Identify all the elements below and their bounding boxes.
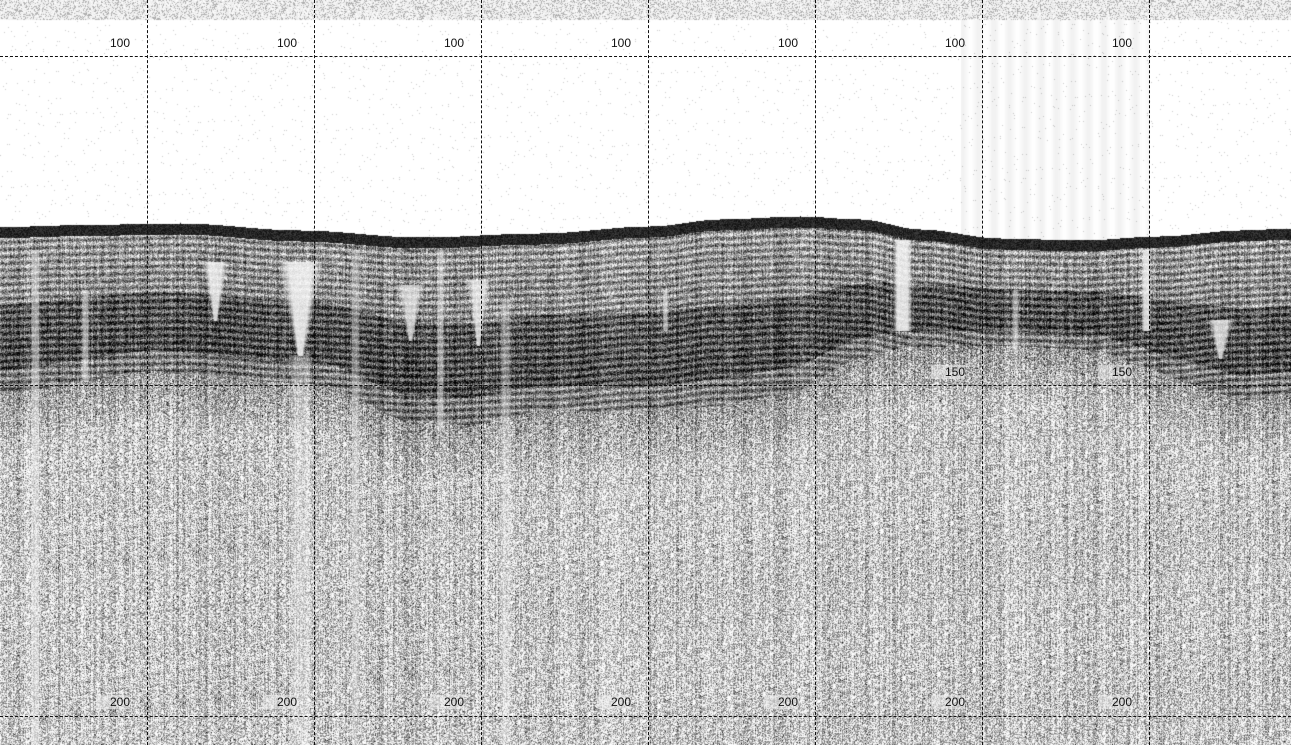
depth-line-150 <box>0 385 1291 386</box>
depth-label-100: 100 <box>443 36 464 50</box>
depth-label-200: 200 <box>263 695 297 709</box>
depth-label-200: 200 <box>1098 695 1132 709</box>
depth-label-100: 100 <box>610 36 631 50</box>
depth-line-100 <box>0 56 1291 57</box>
depth-label-150: 150 <box>1098 365 1132 379</box>
depth-label-100: 100 <box>1111 36 1132 50</box>
vertical-grid-line <box>815 0 816 745</box>
depth-label-200: 200 <box>597 695 631 709</box>
depth-line-200 <box>0 716 1291 717</box>
vertical-grid-line <box>982 0 983 745</box>
depth-label-200: 200 <box>931 695 965 709</box>
depth-label-200: 200 <box>96 695 130 709</box>
depth-label-200: 200 <box>764 695 798 709</box>
depth-label-100: 100 <box>276 36 297 50</box>
depth-label-100: 100 <box>109 36 130 50</box>
vertical-grid-line <box>314 0 315 745</box>
vertical-grid-line <box>648 0 649 745</box>
depth-label-100: 100 <box>777 36 798 50</box>
vertical-grid-line <box>481 0 482 745</box>
depth-label-200: 200 <box>430 695 464 709</box>
vertical-grid-line <box>1149 0 1150 745</box>
depth-label-150: 150 <box>931 365 965 379</box>
depth-label-100: 100 <box>944 36 965 50</box>
vertical-grid-line <box>147 0 148 745</box>
